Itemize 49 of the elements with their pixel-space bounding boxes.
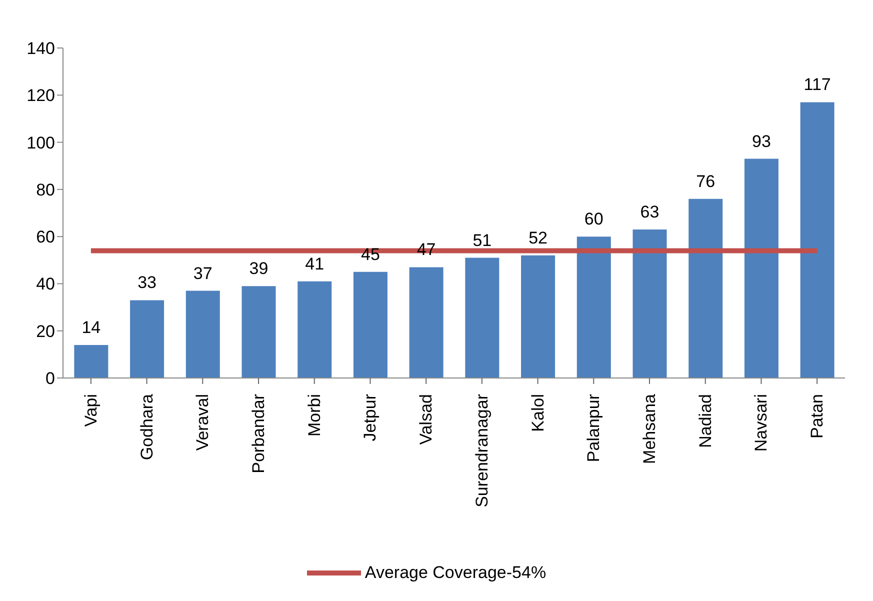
bar <box>632 230 667 378</box>
bar <box>800 102 834 378</box>
y-tick-label: 140 <box>26 39 55 58</box>
bar <box>353 272 388 378</box>
x-tick-label: Patan <box>808 394 827 438</box>
data-label: 76 <box>696 172 716 191</box>
data-label: 14 <box>82 318 101 337</box>
data-label: 52 <box>528 228 548 248</box>
x-tick-label: Godhara <box>137 393 156 460</box>
x-tick-label: Valsad <box>416 394 436 445</box>
data-label: 51 <box>472 230 492 250</box>
bar <box>409 267 444 378</box>
y-tick-label: 60 <box>36 228 55 247</box>
data-label: 37 <box>193 264 212 283</box>
x-tick-label: Porbandar <box>249 394 268 474</box>
data-label: 41 <box>305 254 324 274</box>
data-label: 93 <box>752 132 771 151</box>
bar <box>521 255 556 378</box>
x-tick-label: Morbi <box>304 394 324 437</box>
y-tick-label: 0 <box>46 369 55 388</box>
bar <box>74 345 108 378</box>
bar <box>744 158 778 378</box>
y-tick-label: 80 <box>36 180 55 200</box>
bar <box>576 236 611 378</box>
y-tick-label: 40 <box>36 274 55 294</box>
data-label: 33 <box>138 273 156 292</box>
bar <box>130 300 164 378</box>
bar <box>186 290 220 378</box>
x-tick-label: Surendranagar <box>472 394 492 508</box>
bar <box>242 286 276 378</box>
y-tick-label: 120 <box>26 86 55 106</box>
y-tick-label: 20 <box>36 322 55 341</box>
data-label: 117 <box>804 75 831 94</box>
x-tick-label: Veraval <box>193 394 212 451</box>
x-tick-label: Jetpur <box>360 394 380 442</box>
data-label: 39 <box>249 259 268 278</box>
x-tick-label: Vapi <box>81 394 100 427</box>
y-tick-label: 100 <box>26 133 55 152</box>
bar <box>465 258 500 378</box>
x-tick-label: Kalol <box>528 394 548 432</box>
bar <box>688 198 723 378</box>
x-tick-label: Navsari <box>752 394 771 452</box>
x-tick-label: Palanpur <box>584 394 604 462</box>
legend-label: Average Coverage-54% <box>364 563 546 583</box>
data-label: 60 <box>584 210 604 229</box>
x-tick-label: Mehsana <box>640 393 659 464</box>
data-label: 63 <box>640 202 660 222</box>
bar <box>298 281 332 378</box>
x-tick-label: Nadiad <box>696 394 715 448</box>
